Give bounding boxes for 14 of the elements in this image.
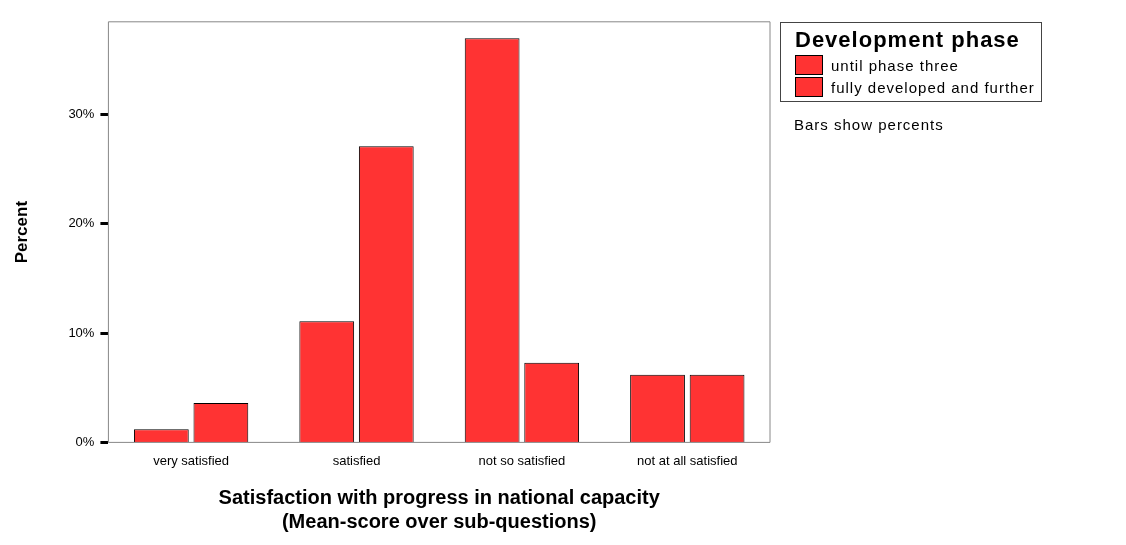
x-tick-label: very satisfied bbox=[153, 452, 230, 468]
x-tick-label: not at all satisfied bbox=[637, 452, 738, 468]
y-tick-label: 20% bbox=[68, 215, 95, 231]
x-tick-label: satisfied bbox=[332, 452, 381, 468]
x-tick-label: not so satisfied bbox=[478, 452, 566, 468]
text: Bars show percents bbox=[794, 116, 945, 133]
y-tick-label: 10% bbox=[68, 324, 95, 340]
legend-label: fully developed and further bbox=[831, 78, 1035, 96]
legend-title: Development phase bbox=[795, 27, 1021, 53]
x-axis-title: Satisfaction with progress in national capacity (Mean-score over sub-questions) bbox=[218, 485, 661, 532]
legend-label: until phase three bbox=[831, 56, 959, 74]
y-tick-label: 0% bbox=[75, 433, 95, 449]
y-axis-title: Percent bbox=[11, 200, 31, 264]
y-tick-label: 30% bbox=[68, 106, 95, 122]
